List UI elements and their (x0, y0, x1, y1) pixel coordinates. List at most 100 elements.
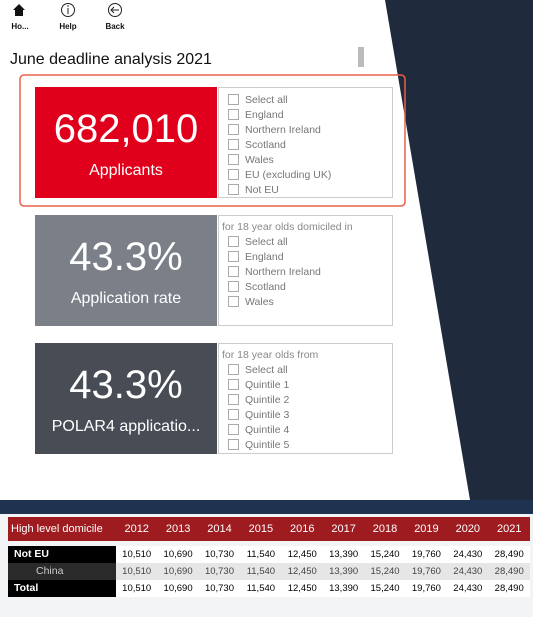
option-label: England (245, 250, 284, 263)
row-label[interactable]: Not EU (8, 546, 116, 563)
data-cell: 11,540 (246, 566, 276, 577)
kpi-value: 43.3% (69, 234, 183, 279)
table-row: Total 10,510 10,690 10,730 11,540 12,450 13,39… (8, 580, 530, 597)
filter-option[interactable]: Quintile 2 (219, 392, 392, 407)
option-label: Select all (245, 93, 288, 106)
data-cell: 10,510 (122, 583, 152, 594)
checkbox[interactable] (228, 364, 239, 375)
header-cell: 2017 (331, 523, 356, 535)
data-cell: 28,490 (494, 583, 524, 594)
data-cell: 24,430 (453, 549, 483, 560)
checkbox[interactable] (228, 409, 239, 420)
data-cell: 10,510 (122, 549, 152, 560)
table-header: High level domicile 2012 2013 2014 2015 2016 2… (8, 517, 530, 541)
filter-option[interactable]: Northern Ireland (219, 264, 392, 279)
option-label: Quintile 3 (245, 408, 290, 421)
data-cell: 15,240 (370, 549, 400, 560)
data-cell: 28,490 (494, 549, 524, 560)
checkbox[interactable] (228, 379, 239, 390)
filter-option[interactable]: Not EU (219, 182, 392, 197)
checkbox[interactable] (228, 281, 239, 292)
option-label: Wales (245, 295, 274, 308)
filter-option[interactable]: Select all (219, 92, 392, 107)
filter-option[interactable]: Scotland (219, 137, 392, 152)
option-label: Select all (245, 235, 288, 248)
data-cell: 15,240 (370, 583, 400, 594)
checkbox[interactable] (228, 169, 239, 180)
checkbox[interactable] (228, 251, 239, 262)
data-cell: 12,450 (287, 549, 317, 560)
option-label: Scotland (245, 280, 286, 293)
checkbox[interactable] (228, 236, 239, 247)
filter-caption: for 18 year olds from (222, 349, 319, 361)
table-row: Not EU 10,510 10,690 10,730 11,540 12,450 13,3… (8, 546, 530, 563)
scrollbar[interactable] (358, 47, 364, 67)
header-cell: 2016 (290, 523, 315, 535)
option-label: Quintile 1 (245, 378, 290, 391)
filter-option[interactable]: England (219, 107, 392, 122)
checkbox[interactable] (228, 184, 239, 195)
checkbox[interactable] (228, 109, 239, 120)
option-label: Quintile 5 (245, 438, 290, 451)
data-cell: 19,760 (411, 549, 441, 560)
option-label: Northern Ireland (245, 123, 321, 136)
kpi-tile[interactable]: 43.3% Application rate (35, 215, 217, 326)
option-label: Northern Ireland (245, 265, 321, 278)
page-title: June deadline analysis 2021 (10, 51, 212, 68)
filter-option[interactable]: Select all (219, 234, 392, 249)
checkbox[interactable] (228, 394, 239, 405)
option-label: Scotland (245, 138, 286, 151)
data-cell: 12,450 (287, 583, 317, 594)
data-cell: 10,690 (163, 566, 193, 577)
nav-back[interactable]: Back (105, 22, 125, 31)
kpi-label: POLAR4 applicatio... (51, 417, 201, 435)
header-cell: 2020 (455, 523, 481, 535)
checkbox[interactable] (228, 424, 239, 435)
kpi-value: 43.3% (69, 362, 183, 407)
checkbox[interactable] (228, 154, 239, 165)
kpi-tile[interactable]: 682,010 Applicants (35, 87, 217, 198)
filter-option[interactable]: Quintile 4 (219, 422, 392, 437)
data-cell: 15,240 (370, 566, 400, 577)
nav-help[interactable]: Help (59, 22, 77, 31)
filter-option[interactable]: Northern Ireland (219, 122, 392, 137)
kpi-value: 682,010 (53, 106, 199, 151)
checkbox[interactable] (228, 94, 239, 105)
checkbox[interactable] (228, 139, 239, 150)
option-label: Select all (245, 363, 288, 376)
header-cell: 2012 (124, 523, 149, 535)
kpi-label: Application rate (70, 289, 182, 307)
filter-option[interactable]: Select all (219, 362, 392, 377)
filter-option[interactable]: Quintile 3 (219, 407, 392, 422)
checkbox[interactable] (228, 266, 239, 277)
filter-option[interactable]: Quintile 1 (219, 377, 392, 392)
home-icon[interactable] (13, 4, 25, 16)
checkbox[interactable] (228, 296, 239, 307)
nav-home[interactable]: Ho... (11, 22, 29, 31)
filter-option[interactable]: Quintile 5 (219, 437, 392, 452)
data-cell: 11,540 (246, 549, 276, 560)
data-cell: 24,430 (453, 583, 483, 594)
data-cell: 10,730 (204, 549, 234, 560)
data-cell: 13,390 (329, 583, 359, 594)
filter-caption: for 18 year olds domiciled in (222, 221, 353, 233)
kpi-tile[interactable]: 43.3% POLAR4 applicatio... (35, 343, 217, 454)
filter-option[interactable]: Wales (219, 152, 392, 167)
checkbox[interactable] (228, 439, 239, 450)
checkbox[interactable] (228, 124, 239, 135)
data-cell: 12,450 (287, 566, 317, 577)
header-cell: High level domicile (11, 523, 103, 535)
data-cell: 10,690 (163, 549, 193, 560)
filter-option[interactable]: Wales (219, 294, 392, 309)
header-cell: 2019 (414, 523, 439, 535)
header-cell: 2013 (165, 523, 191, 535)
data-cell: 28,490 (494, 566, 524, 577)
option-label: Not EU (245, 183, 279, 196)
header-cell: 2014 (207, 523, 232, 535)
filter-list: Select all England Northern Ireland Scotlan… (218, 87, 393, 198)
row-label: China (8, 563, 116, 580)
filter-option[interactable]: EU (excluding UK) (219, 167, 392, 182)
filter-option[interactable]: England (219, 249, 392, 264)
filter-option[interactable]: Scotland (219, 279, 392, 294)
